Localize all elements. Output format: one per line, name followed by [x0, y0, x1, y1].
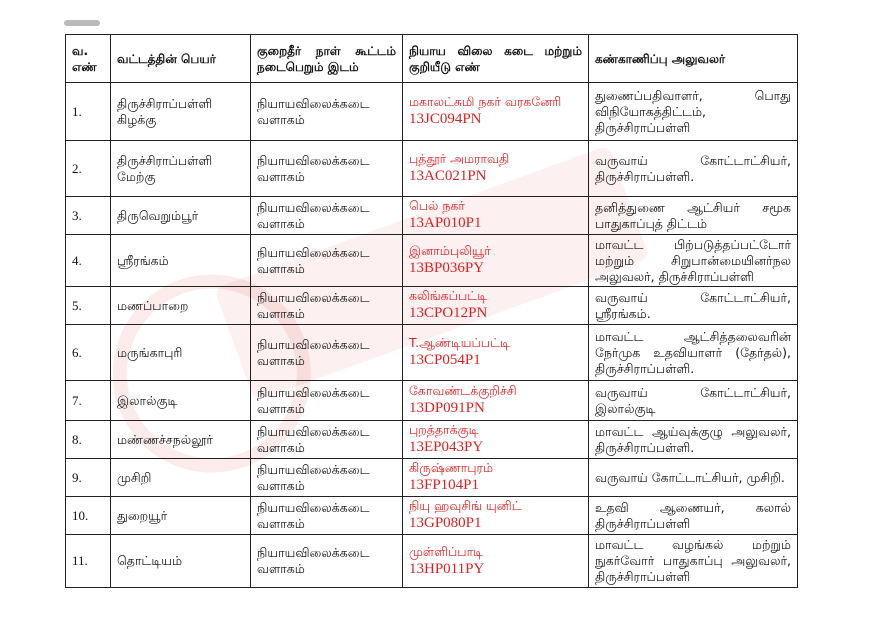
taluk-name: திருச்சிராப்பள்ளி மேற்கு [110, 140, 251, 197]
monitoring-officer: தனித்துணை ஆட்சியர் சமூக பாதுகாப்புத் திட… [588, 196, 798, 235]
table-header-row: வ. எண் வட்டத்தின் பெயர் குறைதீர் நாள் கூ… [65, 34, 798, 83]
taluk-name: முசிறி [110, 458, 251, 497]
serial-number: 9. [65, 458, 111, 497]
monitoring-officer: மாவட்ட வழங்கல் மற்றும் நுகர்வோர் பாதுகாப… [588, 534, 798, 588]
table-row: 10. துறையூர் நியாயவிலைக்கடை வளாகம் நியு ஹவு… [65, 496, 798, 535]
ration-shop: புத்தூர் அமராவதி 13AC021PN [402, 140, 589, 197]
meeting-venue: நியாயவிலைக்கடை வளாகம் [250, 380, 403, 421]
serial-number: 6. [65, 324, 111, 381]
table-row: 3. திருவெறும்பூர் நியாயவிலைக்கடை வளாகம் பெல… [65, 196, 798, 235]
monitoring-officer: உதவி ஆணையர், கலால் திருச்சிராப்பள்ளி [588, 496, 798, 535]
shop-code: 13GP080P1 [409, 515, 482, 531]
serial-number: 1. [65, 82, 111, 141]
table-row: 1. திருச்சிராப்பள்ளி கிழக்கு நியாயவிலைக்கட… [65, 82, 798, 141]
monitoring-officer: மாவட்ட ஆட்சித்தலைவரின் நேர்முக உதவியாளர்… [588, 324, 798, 381]
cropped-heading-fragment [64, 20, 100, 26]
monitoring-officer: வருவாய் கோட்டாட்சியர், இலால்குடி [588, 380, 798, 421]
meeting-venue: நியாயவிலைக்கடை வளாகம் [250, 234, 403, 287]
shop-code: 13FP104P1 [409, 477, 480, 493]
meeting-venue: நியாயவிலைக்கடை வளாகம் [250, 286, 403, 325]
table-row: 9. முசிறி நியாயவிலைக்கடை வளாகம் கிருஷ்ணாபுர… [65, 458, 798, 497]
shop-code: 13BP036PY [409, 260, 485, 276]
ration-shop: புறத்தாக்குடி 13EP043PY [402, 420, 589, 459]
ration-shop: கோவண்டக்குறிச்சி 13DP091PN [402, 380, 589, 421]
monitoring-officer: வருவாய் கோட்டாட்சியர், முசிறி. [588, 458, 798, 497]
table-row: 11. தொட்டியம் நியாயவிலைக்கடை வளாகம் முள்ளிப… [65, 534, 798, 588]
meeting-venue: நியாயவிலைக்கடை வளாகம் [250, 140, 403, 197]
ration-shop: மகாலட்சுமி நகர் வரகனேரி 13JC094PN [402, 82, 589, 141]
table-row: 7. இலால்குடி நியாயவிலைக்கடை வளாகம் கோவண்டக்… [65, 380, 798, 421]
meeting-venue: நியாயவிலைக்கடை வளாகம் [250, 458, 403, 497]
taluk-name: மண்ணச்சநல்லூர் [110, 420, 251, 459]
meeting-venue: நியாயவிலைக்கடை வளாகம் [250, 496, 403, 535]
serial-number: 5. [65, 286, 111, 325]
shop-name: முள்ளிப்பாடி [409, 543, 484, 559]
ration-shop: T.ஆண்டியப்பட்டி 13CP054P1 [402, 324, 589, 381]
shop-code: 13AP010P1 [409, 215, 482, 231]
shop-name: பெல் நகர் [409, 198, 465, 213]
shop-code: 13CP054P1 [409, 352, 481, 368]
ration-shop: முள்ளிப்பாடி 13HP011PY [402, 534, 589, 588]
shop-name: கலிங்கப்பட்டி [409, 288, 488, 303]
meeting-venue: நியாயவிலைக்கடை வளாகம் [250, 82, 403, 141]
table-row: 6. மருங்காபுரி நியாயவிலைக்கடை வளாகம் T.ஆண்ட… [65, 324, 798, 381]
taluk-name: தொட்டியம் [110, 534, 251, 588]
shop-name: நியு ஹவுசிங் யுனிட் [409, 498, 522, 513]
shop-name: கிருஷ்ணாபுரம் [409, 460, 494, 475]
shop-name: மகாலட்சுமி நகர் வரகனேரி [409, 94, 562, 109]
ration-shop: இனாம்புலியூர் 13BP036PY [402, 234, 589, 287]
table-row: 5. மணப்பாறை நியாயவிலைக்கடை வளாகம் கலிங்கப்ப… [65, 286, 798, 325]
shop-code: 13HP011PY [409, 560, 485, 577]
header-officer: கண்காணிப்பு அலுவலர் [588, 34, 798, 83]
meeting-venue: நியாயவிலைக்கடை வளாகம் [250, 324, 403, 381]
serial-number: 11. [65, 534, 111, 588]
serial-number: 10. [65, 496, 111, 535]
shop-code: 13EP043PY [409, 439, 484, 455]
taluk-name: மருங்காபுரி [110, 324, 251, 381]
meeting-venue: நியாயவிலைக்கடை வளாகம் [250, 420, 403, 459]
meeting-venue: நியாயவிலைக்கடை வளாகம் [250, 534, 403, 588]
shop-name: இனாம்புலியூர் [409, 243, 491, 258]
shop-code: 13AC021PN [409, 168, 487, 184]
shop-name: T.ஆண்டியப்பட்டி [409, 335, 511, 350]
shop-code: 13DP091PN [409, 400, 485, 416]
header-serial: வ. எண் [65, 34, 111, 83]
serial-number: 3. [65, 196, 111, 235]
taluk-name: ஸ்ரீரங்கம் [110, 234, 251, 287]
taluk-name: துறையூர் [110, 496, 251, 535]
monitoring-officer: மாவட்ட ஆய்வுக்குழு அலுவலர், திருச்சிராப்… [588, 420, 798, 459]
taluk-name: மணப்பாறை [110, 286, 251, 325]
table-row: 2. திருச்சிராப்பள்ளி மேற்கு நியாயவிலைக்கடை… [65, 140, 798, 197]
serial-number: 8. [65, 420, 111, 459]
monitoring-officer: வருவாய் கோட்டாட்சியர், திருச்சிராப்பள்ளி… [588, 140, 798, 197]
taluk-name: இலால்குடி [110, 380, 251, 421]
monitoring-officer: துணைப்பதிவாளர், பொது விநியோகத்திட்டம், த… [588, 82, 798, 141]
monitoring-officer: மாவட்ட பிற்படுத்தப்பட்டோர் மற்றும் சிறுப… [588, 234, 798, 287]
shop-name: புறத்தாக்குடி [409, 422, 479, 437]
table-row: 8. மண்ணச்சநல்லூர் நியாயவிலைக்கடை வளாகம் புற… [65, 420, 798, 459]
taluk-name: திருச்சிராப்பள்ளி கிழக்கு [110, 82, 251, 141]
header-venue: குறைதீர் நாள் கூட்டம் நடைபெறும் இடம் [250, 34, 403, 83]
monitoring-table: வ. எண் வட்டத்தின் பெயர் குறைதீர் நாள் கூ… [65, 34, 798, 588]
shop-name: கோவண்டக்குறிச்சி [409, 383, 517, 398]
ration-shop: நியு ஹவுசிங் யுனிட் 13GP080P1 [402, 496, 589, 535]
shop-name: புத்தூர் அமராவதி [409, 151, 510, 166]
table-row: 4. ஸ்ரீரங்கம் நியாயவிலைக்கடை வளாகம் இனாம்பு… [65, 234, 798, 287]
ration-shop: கிருஷ்ணாபுரம் 13FP104P1 [402, 458, 589, 497]
shop-code: 13JC094PN [409, 111, 482, 127]
meeting-venue: நியாயவிலைக்கடை வளாகம் [250, 196, 403, 235]
ration-shop: பெல் நகர் 13AP010P1 [402, 196, 589, 235]
serial-number: 4. [65, 234, 111, 287]
ration-shop: கலிங்கப்பட்டி 13CPO12PN [402, 286, 589, 325]
serial-number: 7. [65, 380, 111, 421]
header-shop: நியாய விலை கடை மற்றும் குறியீடு எண் [402, 34, 589, 83]
monitoring-officer: வருவாய் கோட்டாட்சியர், ஸ்ரீரங்கம். [588, 286, 798, 325]
taluk-name: திருவெறும்பூர் [110, 196, 251, 235]
shop-code: 13CPO12PN [409, 305, 488, 321]
header-taluk: வட்டத்தின் பெயர் [110, 34, 251, 83]
serial-number: 2. [65, 140, 111, 197]
